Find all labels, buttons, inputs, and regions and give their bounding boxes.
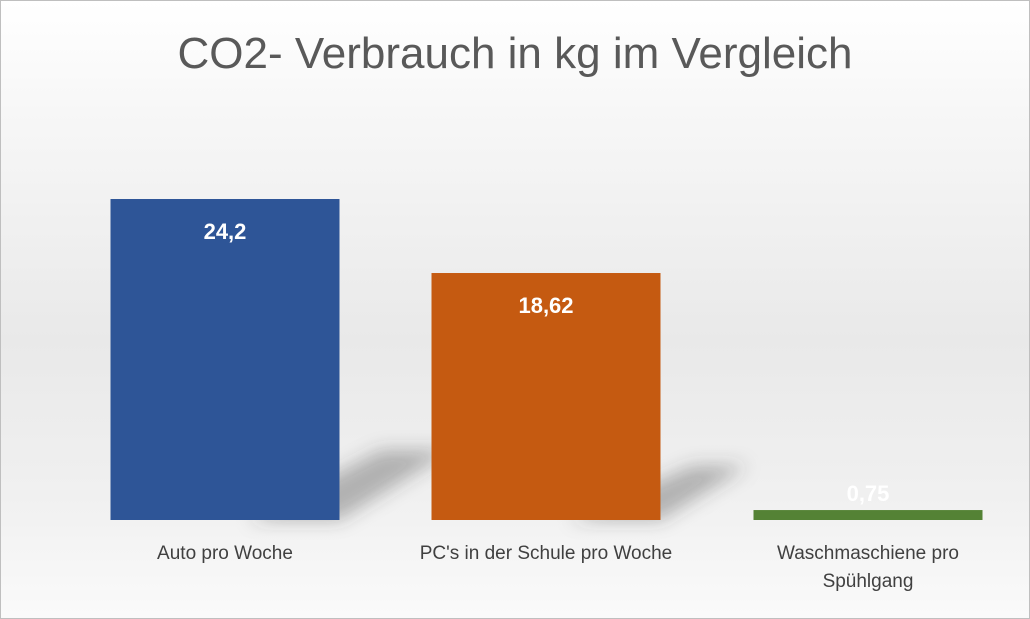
chart-title: CO2- Verbrauch in kg im Vergleich <box>177 29 853 78</box>
bars-group <box>110 199 983 520</box>
data-labels-group: 24,2 18,62 0,75 <box>204 219 890 506</box>
category-label-3: Waschmaschiene pro Spühlgang <box>777 543 959 592</box>
category-label-2: PC's in der Schule pro Woche <box>419 543 673 564</box>
bar-2 <box>431 273 661 520</box>
data-label-2: 18,62 <box>518 293 573 318</box>
category-label-1: Auto pro Woche <box>157 543 293 564</box>
bar-1 <box>110 199 340 520</box>
bar-3 <box>753 510 983 520</box>
data-label-3: 0,75 <box>847 481 890 506</box>
data-label-1: 24,2 <box>204 219 247 244</box>
